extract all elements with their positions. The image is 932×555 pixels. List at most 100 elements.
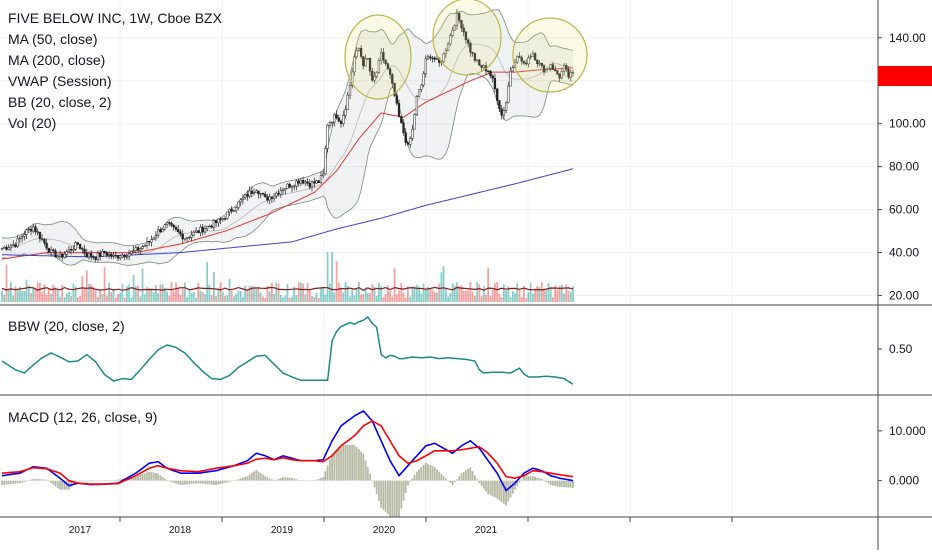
volume-bar (532, 293, 534, 302)
volume-bar (88, 283, 90, 302)
volume-bar (378, 282, 380, 302)
volume-bar (489, 296, 492, 302)
macd-histogram-bar (76, 480, 79, 482)
macd-histogram-bar (503, 480, 505, 504)
signal-line (1, 419, 574, 485)
volume-bar (462, 290, 465, 302)
volume-bar (108, 282, 110, 302)
volume-bar (68, 291, 70, 302)
volume-bar (400, 283, 403, 302)
candle-body (547, 67, 550, 71)
macd-histogram-bar (5, 480, 8, 485)
volume-bar (59, 296, 61, 302)
volume-bar (179, 294, 182, 302)
volume-bar (3, 294, 6, 302)
volume-bar (511, 291, 514, 302)
macd-histogram-bar (259, 473, 262, 481)
chart-title[interactable]: FIVE BELOW INC, 1W, Cboe BZX (8, 10, 222, 26)
volume-bar (413, 286, 416, 302)
volume-bar (498, 293, 501, 302)
price-marker[interactable] (878, 66, 932, 86)
candle-body (25, 229, 28, 235)
macd-histogram-bar (355, 447, 358, 481)
candle-body (551, 64, 555, 70)
macd-histogram-bar (378, 480, 380, 501)
macd-histogram-bar (264, 476, 267, 481)
volume-bar (507, 286, 510, 302)
macd-histogram-bar (88, 480, 90, 482)
indicator-label[interactable]: Vol (20) (8, 115, 57, 131)
macd-histogram-bar (371, 480, 374, 482)
macd-histogram-bar (311, 480, 313, 482)
volume-bar (30, 293, 32, 302)
macd-legend[interactable]: MACD (12, 26, close, 9) (8, 409, 158, 425)
candle-body (36, 231, 39, 233)
volume-bar (248, 285, 251, 302)
volume-bar (246, 289, 249, 302)
candle-body (16, 238, 19, 247)
macd-histogram-bar (543, 480, 545, 481)
candle-body (304, 181, 307, 184)
candle-body (527, 57, 530, 65)
annotation-ellipse[interactable] (344, 14, 412, 100)
indicator-label[interactable]: BB (20, close, 2) (8, 94, 112, 110)
volume-bar (21, 291, 23, 302)
volume-bar (217, 287, 220, 302)
candle-body (156, 229, 160, 236)
volume-bar (478, 284, 481, 302)
volume-bar (81, 276, 84, 302)
volume-bar (375, 295, 378, 302)
candle-body (473, 53, 477, 61)
candle-body (402, 122, 405, 133)
candle-body (85, 252, 88, 258)
volume-bar (170, 282, 173, 302)
volume-bar (438, 283, 441, 302)
volume-bar (163, 287, 166, 302)
volume-bar (398, 290, 400, 302)
macd-histogram-bar (462, 471, 465, 481)
volume-bar (150, 288, 153, 302)
macd-histogram-bar (471, 471, 474, 481)
candle-body (322, 173, 325, 176)
volume-bar (219, 282, 222, 302)
macd-histogram-bar (12, 480, 15, 484)
volume-bar (482, 286, 485, 302)
candle-body (520, 57, 523, 62)
candle-body (94, 257, 97, 260)
volume-bar (433, 292, 436, 302)
indicator-label[interactable]: MA (200, close) (8, 52, 106, 68)
macd-histogram-bar (302, 480, 304, 482)
macd-histogram-bar (393, 480, 396, 517)
candle-body (226, 211, 229, 219)
candle-body (190, 234, 193, 238)
macd-histogram-bar (18, 480, 21, 484)
candle-body (359, 48, 363, 57)
annotation-ellipse[interactable] (432, 0, 502, 76)
x-tick-label: 2021 (475, 525, 498, 536)
macd-histogram-bar (186, 480, 188, 485)
volume-bar (63, 297, 66, 302)
volume-bar (94, 290, 97, 302)
volume-bar (112, 288, 115, 302)
macd-histogram-bar (391, 480, 394, 517)
annotation-ellipse[interactable] (512, 17, 588, 93)
indicator-label[interactable]: MA (50, close) (8, 31, 98, 47)
macd-histogram-bar (500, 480, 503, 503)
indicator-label[interactable]: VWAP (Session) (8, 73, 112, 89)
candle-body (264, 193, 267, 197)
candle-body (435, 57, 439, 60)
volume-bar (449, 293, 452, 302)
macd-histogram-bar (300, 480, 302, 482)
candle-body (498, 100, 501, 109)
macd-histogram-bar (509, 480, 512, 498)
volume-bar (192, 291, 195, 302)
volume-bar (282, 297, 284, 302)
candle-body (235, 207, 238, 211)
macd-histogram-bar (525, 476, 528, 481)
candle-body (496, 88, 499, 101)
macd-histogram-bar (195, 480, 197, 484)
volume-bar (445, 287, 447, 302)
bbw-legend[interactable]: BBW (20, close, 2) (8, 318, 125, 334)
volume-bar (50, 293, 52, 302)
